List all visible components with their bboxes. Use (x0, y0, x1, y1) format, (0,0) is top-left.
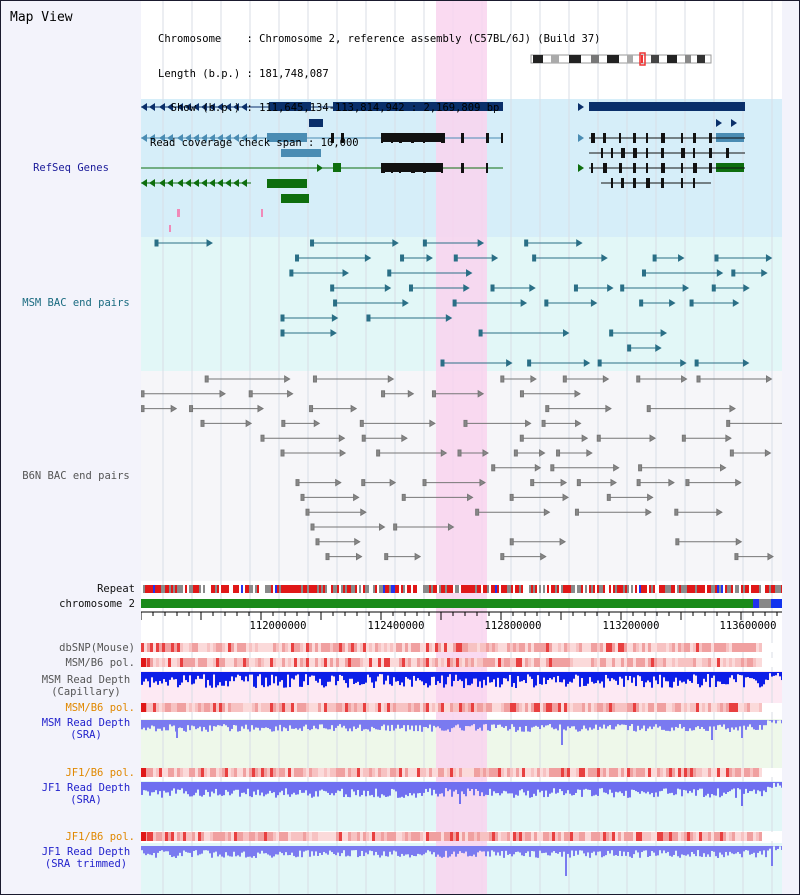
track-label-refseq[interactable]: RefSeq Genes (33, 162, 109, 174)
track-label-b6n-bac[interactable]: B6N BAC end pairs (22, 470, 130, 482)
show-range-info: Show (b.p.) : 111,645,134-113,814,942 : … (158, 102, 500, 114)
track-label-jf1-b6-pol-1[interactable]: JF1/B6 pol. (65, 767, 135, 779)
axis-tick-112000000: 112000000 (250, 620, 307, 632)
track-label-repeat[interactable]: Repeat (97, 583, 135, 595)
polymorphism-tracks (141, 643, 782, 841)
axis-tick-112400000: 112400000 (368, 620, 425, 632)
msm-bac-end-pairs (154, 239, 773, 367)
repeat-track (141, 585, 782, 593)
plot-area: 112000000 112400000 112800000 113200000 … (141, 1, 782, 894)
track-label-jf1-depth-sra[interactable]: JF1 Read Depth (SRA) (41, 782, 131, 806)
track-label-msm-depth-cap[interactable]: MSM Read Depth (Capillary) (41, 674, 131, 698)
track-label-jf1-depth-trim[interactable]: JF1 Read Depth (SRA trimmed) (41, 846, 131, 870)
page-title: Map View (10, 10, 73, 25)
highlight-region (436, 1, 487, 894)
coverage-span-info: Read coverage check span : 10,000 (150, 136, 359, 149)
track-label-jf1-b6-pol-2[interactable]: JF1/B6 pol. (65, 831, 135, 843)
chromosome-info: Chromosome : Chromosome 2, reference ass… (158, 33, 601, 45)
axis-tick-113200000: 113200000 (603, 620, 660, 632)
track-label-msm-b6-pol-2[interactable]: MSM/B6 pol. (65, 702, 135, 714)
chromosome-bar (141, 599, 753, 608)
axis-tick-113600000: 113600000 (720, 620, 777, 632)
track-label-dbsnp[interactable]: dbSNP(Mouse) (59, 642, 135, 654)
refseq-genes (141, 102, 745, 232)
genome-tracks-svg: 112000000 112400000 112800000 113200000 … (141, 1, 782, 894)
read-depth-tracks (141, 672, 782, 876)
track-label-msm-b6-pol-1[interactable]: MSM/B6 pol. (65, 657, 135, 669)
axis-tick-112800000: 112800000 (485, 620, 542, 632)
b6n-bac-end-pairs (141, 375, 782, 561)
track-label-chromosome[interactable]: chromosome 2 (59, 598, 135, 610)
chromosome-ideogram (530, 52, 712, 66)
track-label-msm-depth-sra[interactable]: MSM Read Depth (SRA) (41, 717, 131, 741)
header-info: Chromosome : Chromosome 2, reference ass… (150, 11, 601, 172)
refseq-label-bg (1, 97, 141, 235)
track-label-msm-bac[interactable]: MSM BAC end pairs (22, 297, 130, 309)
length-info: Length (b.p.) : 181,748,087 (158, 67, 329, 80)
